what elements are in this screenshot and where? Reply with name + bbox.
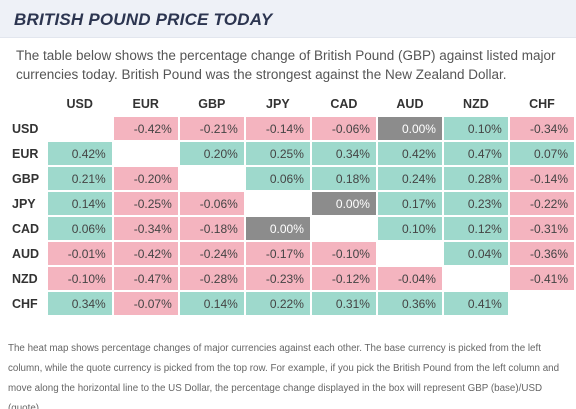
heatmap-cell-eur-nzd[interactable]: 0.47% <box>443 142 508 165</box>
column-header-usd: USD <box>66 96 93 111</box>
heatmap-row-aud: AUD -0.01% -0.42% -0.24% -0.17% -0.10% 0.04% -0… <box>2 242 574 265</box>
heatmap-cell-nzd-usd[interactable]: -0.10% <box>47 267 112 290</box>
heatmap-cell-cad-usd[interactable]: 0.06% <box>47 217 112 240</box>
row-header-gbp: GBP <box>12 171 40 186</box>
column-header-jpy: JPY <box>266 96 290 111</box>
heatmap-cell-aud-usd[interactable]: -0.01% <box>47 242 112 265</box>
heatmap-cell-gbp-cad[interactable]: 0.18% <box>311 167 376 190</box>
heatmap-cell-jpy-gbp[interactable]: -0.06% <box>179 192 244 215</box>
heatmap-cell-usd-nzd[interactable]: 0.10% <box>443 117 508 140</box>
heatmap-cell-cad-chf[interactable]: -0.31% <box>509 217 574 240</box>
row-header-cad: CAD <box>12 221 40 236</box>
heatmap-cell-gbp-aud[interactable]: 0.24% <box>377 167 442 190</box>
heatmap-cell-nzd-jpy[interactable]: -0.23% <box>245 267 310 290</box>
heatmap-row-cad: CAD 0.06% -0.34% -0.18% 0.00% 0.10% 0.12% -0.31… <box>2 217 574 240</box>
heatmap-row-nzd: NZD -0.10% -0.47% -0.28% -0.23% -0.12% -0.04% -… <box>2 267 574 290</box>
heatmap-header-row: USD EUR GBP JPY CAD AUD NZD CHF <box>2 92 574 115</box>
heatmap-cell-usd-aud[interactable]: 0.00% <box>377 117 442 140</box>
heatmap-cell-jpy-jpy[interactable] <box>245 192 310 215</box>
heatmap-row-jpy: JPY 0.14% -0.25% -0.06% 0.00% 0.17% 0.23% -0.22… <box>2 192 574 215</box>
heatmap-cell-nzd-eur[interactable]: -0.47% <box>113 267 178 290</box>
heatmap-cell-chf-usd[interactable]: 0.34% <box>47 292 112 315</box>
heatmap-row-eur: EUR 0.42% 0.20% 0.25% 0.34% 0.42% 0.47% 0.07% <box>2 142 574 165</box>
heatmap-cell-usd-usd[interactable] <box>47 117 112 140</box>
heatmap-cell-nzd-chf[interactable]: -0.41% <box>509 267 574 290</box>
footnote-text: The heat map shows percentage changes of… <box>8 343 560 409</box>
corner-cell <box>2 92 46 115</box>
heatmap-cell-chf-gbp[interactable]: 0.14% <box>179 292 244 315</box>
heatmap-cell-aud-cad[interactable]: -0.10% <box>311 242 376 265</box>
title-bar: BRITISH POUND PRICE TODAY <box>0 0 576 38</box>
heatmap-cell-gbp-usd[interactable]: 0.21% <box>47 167 112 190</box>
heatmap-cell-gbp-chf[interactable]: -0.14% <box>509 167 574 190</box>
heatmap-cell-nzd-nzd[interactable] <box>443 267 508 290</box>
heatmap-cell-jpy-usd[interactable]: 0.14% <box>47 192 112 215</box>
heatmap-cell-chf-chf[interactable] <box>509 292 574 315</box>
column-header-chf: CHF <box>529 96 555 111</box>
heatmap-body: USD -0.42% -0.21% -0.14% -0.06% 0.00% 0.10% -0.… <box>2 117 574 315</box>
heatmap-cell-chf-jpy[interactable]: 0.22% <box>245 292 310 315</box>
heatmap-cell-chf-cad[interactable]: 0.31% <box>311 292 376 315</box>
heatmap-row-usd: USD -0.42% -0.21% -0.14% -0.06% 0.00% 0.10% -0.… <box>2 117 574 140</box>
heatmap-cell-cad-jpy[interactable]: 0.00% <box>245 217 310 240</box>
row-header-usd: USD <box>12 121 39 136</box>
description-text: The table below shows the percentage cha… <box>16 48 556 82</box>
heatmap-cell-eur-usd[interactable]: 0.42% <box>47 142 112 165</box>
column-header-gbp: GBP <box>198 96 226 111</box>
row-header-eur: EUR <box>12 146 39 161</box>
heatmap-cell-cad-cad[interactable] <box>311 217 376 240</box>
heatmap-cell-gbp-gbp[interactable] <box>179 167 244 190</box>
heatmap-cell-aud-gbp[interactable]: -0.24% <box>179 242 244 265</box>
heatmap-row-chf: CHF 0.34% -0.07% 0.14% 0.22% 0.31% 0.36% 0.41% <box>2 292 574 315</box>
heatmap-table: USD EUR GBP JPY CAD AUD NZD CHF USD -0.42% -0.21%… <box>0 90 576 317</box>
heatmap-cell-chf-aud[interactable]: 0.36% <box>377 292 442 315</box>
heatmap-cell-gbp-eur[interactable]: -0.20% <box>113 167 178 190</box>
heatmap-cell-gbp-nzd[interactable]: 0.28% <box>443 167 508 190</box>
heatmap-cell-eur-cad[interactable]: 0.34% <box>311 142 376 165</box>
heatmap-cell-usd-jpy[interactable]: -0.14% <box>245 117 310 140</box>
heatmap-cell-jpy-chf[interactable]: -0.22% <box>509 192 574 215</box>
heatmap-cell-jpy-eur[interactable]: -0.25% <box>113 192 178 215</box>
heatmap-cell-aud-nzd[interactable]: 0.04% <box>443 242 508 265</box>
heatmap-cell-eur-jpy[interactable]: 0.25% <box>245 142 310 165</box>
heatmap-cell-eur-gbp[interactable]: 0.20% <box>179 142 244 165</box>
heatmap-cell-aud-jpy[interactable]: -0.17% <box>245 242 310 265</box>
column-header-cad: CAD <box>330 96 358 111</box>
page-title: BRITISH POUND PRICE TODAY <box>14 10 273 29</box>
heatmap-cell-cad-eur[interactable]: -0.34% <box>113 217 178 240</box>
heatmap-cell-jpy-cad[interactable]: 0.00% <box>311 192 376 215</box>
heatmap-cell-aud-aud[interactable] <box>377 242 442 265</box>
heatmap-cell-cad-gbp[interactable]: -0.18% <box>179 217 244 240</box>
heatmap-cell-nzd-cad[interactable]: -0.12% <box>311 267 376 290</box>
heatmap-cell-eur-chf[interactable]: 0.07% <box>509 142 574 165</box>
heatmap-cell-gbp-jpy[interactable]: 0.06% <box>245 167 310 190</box>
column-header-aud: AUD <box>396 96 424 111</box>
heatmap-cell-nzd-aud[interactable]: -0.04% <box>377 267 442 290</box>
heatmap-cell-usd-cad[interactable]: -0.06% <box>311 117 376 140</box>
heatmap-cell-eur-aud[interactable]: 0.42% <box>377 142 442 165</box>
currency-heatmap: USD EUR GBP JPY CAD AUD NZD CHF USD -0.42% -0.21%… <box>0 90 576 317</box>
heatmap-cell-usd-chf[interactable]: -0.34% <box>509 117 574 140</box>
row-header-chf: CHF <box>12 296 38 311</box>
heatmap-cell-usd-eur[interactable]: -0.42% <box>113 117 178 140</box>
row-header-nzd: NZD <box>12 271 38 286</box>
row-header-jpy: JPY <box>12 196 36 211</box>
heatmap-cell-jpy-nzd[interactable]: 0.23% <box>443 192 508 215</box>
heatmap-cell-jpy-aud[interactable]: 0.17% <box>377 192 442 215</box>
column-header-nzd: NZD <box>463 96 489 111</box>
heatmap-cell-aud-eur[interactable]: -0.42% <box>113 242 178 265</box>
heatmap-cell-usd-gbp[interactable]: -0.21% <box>179 117 244 140</box>
heatmap-cell-chf-eur[interactable]: -0.07% <box>113 292 178 315</box>
heatmap-cell-chf-nzd[interactable]: 0.41% <box>443 292 508 315</box>
heatmap-cell-cad-nzd[interactable]: 0.12% <box>443 217 508 240</box>
heatmap-row-gbp: GBP 0.21% -0.20% 0.06% 0.18% 0.24% 0.28% -0.14% <box>2 167 574 190</box>
heatmap-cell-cad-aud[interactable]: 0.10% <box>377 217 442 240</box>
heatmap-cell-nzd-gbp[interactable]: -0.28% <box>179 267 244 290</box>
heatmap-cell-aud-chf[interactable]: -0.36% <box>509 242 574 265</box>
heatmap-cell-eur-eur[interactable] <box>113 142 178 165</box>
row-header-aud: AUD <box>12 246 40 261</box>
column-header-eur: EUR <box>132 96 159 111</box>
